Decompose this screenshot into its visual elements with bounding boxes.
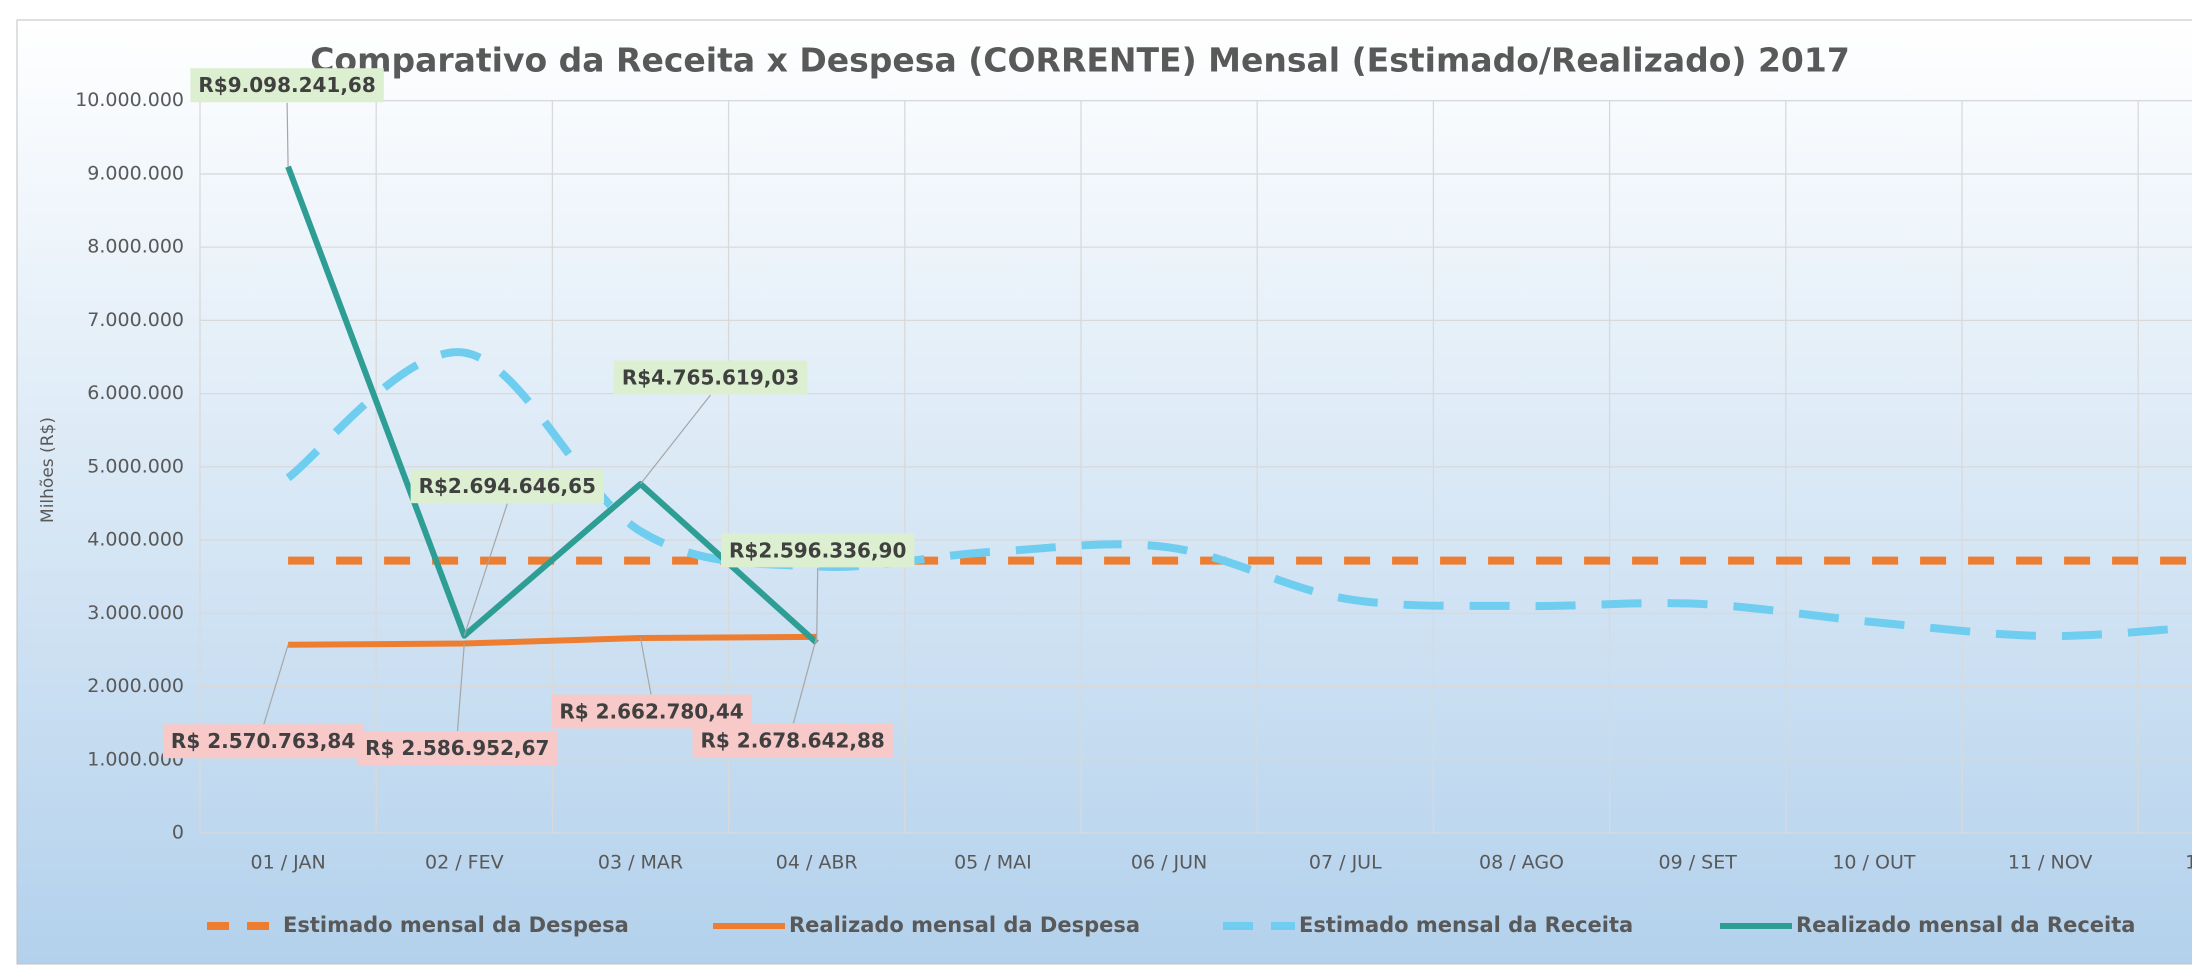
y-tick-label: 6.000.000 bbox=[87, 382, 184, 404]
x-tick-label: 11 / NOV bbox=[2008, 852, 2093, 874]
x-tick-label: 03 / MAR bbox=[598, 852, 683, 874]
data-label-group: R$2.596.336,90 bbox=[721, 533, 915, 568]
data-label-bg bbox=[692, 723, 893, 758]
y-tick-label: 1.000.000 bbox=[87, 748, 184, 770]
legend-label: Estimado mensal da Despesa bbox=[283, 913, 629, 937]
data-label-bg bbox=[721, 533, 915, 568]
leader-line bbox=[463, 503, 508, 636]
data-label-group: R$2.694.646,65 bbox=[410, 469, 604, 504]
leader-line bbox=[639, 637, 653, 698]
chart-title: Comparativo da Receita x Despesa (CORREN… bbox=[310, 41, 1850, 80]
x-tick-label: 09 / SET bbox=[1659, 852, 1738, 874]
leader-line bbox=[262, 644, 289, 727]
y-tick-label: 3.000.000 bbox=[87, 602, 184, 624]
y-tick-label: 0 bbox=[172, 822, 184, 844]
x-tick-label: 05 / MAI bbox=[954, 852, 1032, 874]
leader-line bbox=[286, 102, 289, 167]
leader-line bbox=[792, 636, 818, 726]
data-label-bg bbox=[613, 360, 808, 395]
x-tick-label: 04 / ABR bbox=[776, 852, 858, 874]
leader-line bbox=[456, 643, 465, 734]
series-line bbox=[285, 348, 2192, 641]
y-tick-label: 2.000.000 bbox=[87, 675, 184, 697]
y-axis-title: Milhões (R$) bbox=[38, 417, 58, 523]
data-label-group: R$ 2.662.780,44 bbox=[551, 694, 752, 729]
y-tick-label: 9.000.000 bbox=[87, 162, 184, 184]
data-label-group: R$9.098.241,68 bbox=[190, 68, 384, 103]
data-label-group: R$ 2.570.763,84 bbox=[162, 724, 364, 759]
x-tick-label: 01 / JAN bbox=[251, 852, 326, 874]
legend-label: Estimado mensal da Receita bbox=[1299, 913, 1633, 937]
y-tick-label: 5.000.000 bbox=[87, 455, 184, 477]
data-label-bg bbox=[162, 724, 364, 759]
data-label-bg bbox=[357, 731, 558, 766]
y-tick-label: 8.000.000 bbox=[87, 236, 184, 258]
data-label: R$2.596.336,90 bbox=[729, 538, 906, 562]
data-label: R$9.098.241,68 bbox=[198, 73, 375, 97]
chart-area bbox=[16, 19, 2192, 965]
leader-line bbox=[640, 394, 711, 485]
data-label-group: R$ 2.678.642,88 bbox=[692, 723, 893, 758]
x-tick-label: 02 / FEV bbox=[425, 852, 504, 874]
data-label-group: R$ 2.586.952,67 bbox=[357, 731, 558, 766]
data-label-bg bbox=[410, 469, 604, 504]
x-tick-label: 07 / JUL bbox=[1309, 852, 1382, 874]
y-tick-label: 4.000.000 bbox=[87, 529, 184, 551]
data-label: R$ 2.570.763,84 bbox=[171, 729, 355, 753]
data-label: R$ 2.662.780,44 bbox=[559, 700, 743, 724]
x-tick-label: 08 / AGO bbox=[1479, 852, 1564, 874]
leader-line bbox=[816, 567, 819, 643]
y-tick-label: 10.000.000 bbox=[75, 89, 184, 111]
data-label-bg bbox=[551, 694, 752, 729]
x-tick-label: 10 / OUT bbox=[1832, 852, 1916, 874]
data-label: R$2.694.646,65 bbox=[419, 474, 596, 498]
series-line bbox=[288, 633, 817, 648]
legend-label: Realizado mensal da Despesa bbox=[789, 913, 1140, 937]
data-label: R$4.765.619,03 bbox=[622, 366, 799, 390]
x-tick-label: 06 / JUN bbox=[1131, 852, 1207, 874]
y-tick-label: 7.000.000 bbox=[87, 309, 184, 331]
legend-label: Realizado mensal da Receita bbox=[1796, 913, 2135, 937]
data-label: R$ 2.678.642,88 bbox=[701, 728, 885, 752]
data-label-bg bbox=[190, 68, 384, 103]
data-label-group: R$4.765.619,03 bbox=[613, 360, 808, 395]
data-label: R$ 2.586.952,67 bbox=[365, 736, 549, 760]
x-tick-label: 12 / DEZ bbox=[2185, 852, 2192, 874]
